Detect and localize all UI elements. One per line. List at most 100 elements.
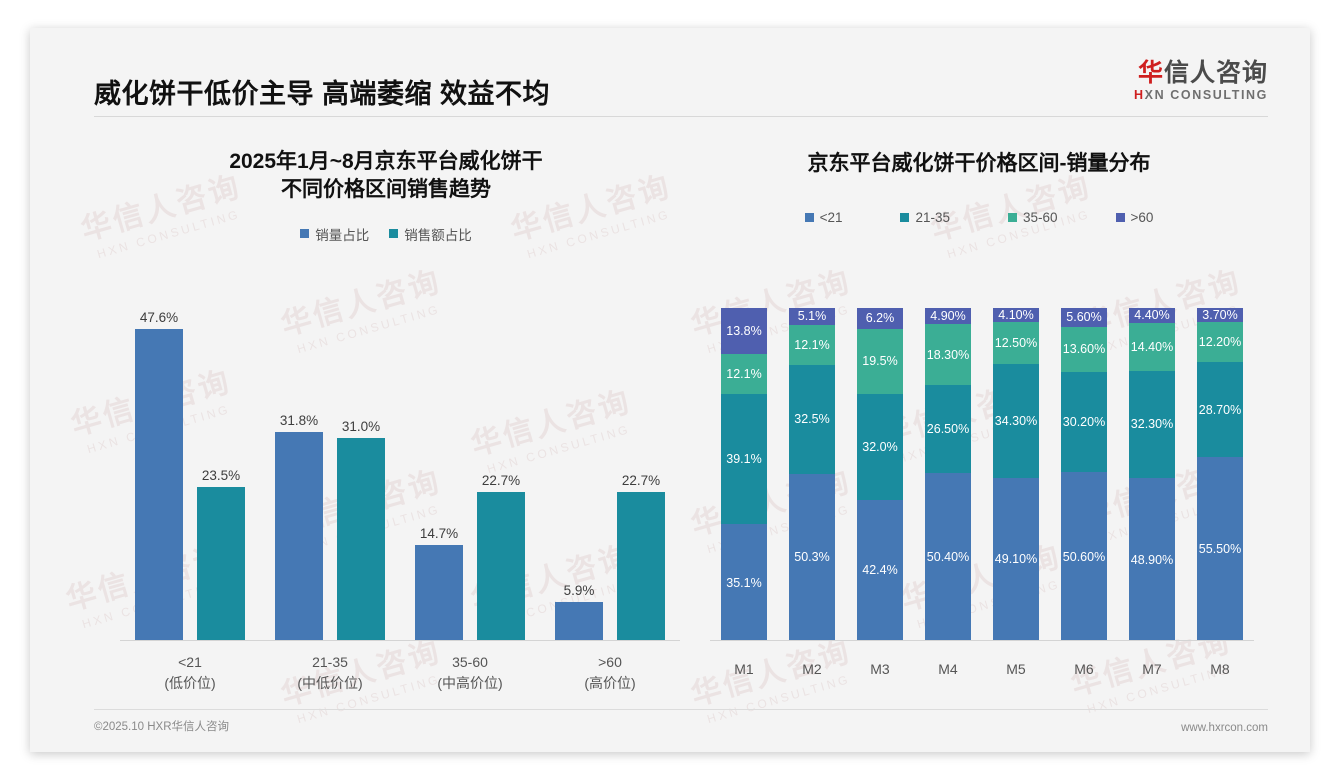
bar-rect[interactable] xyxy=(415,544,463,641)
stack-segment-<21-M8[interactable]: 55.50% xyxy=(1197,457,1243,641)
stack-segment-<21-M3[interactable]: 42.4% xyxy=(857,499,903,641)
stack-segment-35-60-M1[interactable]: 12.1% xyxy=(721,353,767,395)
stack-segment-35-60-M2[interactable]: 12.1% xyxy=(789,324,835,366)
legend-swatch-icon xyxy=(804,212,814,222)
legend-item->60[interactable]: >60 xyxy=(1115,209,1154,225)
legend-label: >60 xyxy=(1130,209,1154,225)
logo-english: HXN CONSULTING xyxy=(1134,88,1268,102)
legend-item-35-60[interactable]: 35-60 xyxy=(1008,210,1058,225)
stacked-bar-M3[interactable]: 6.2% 19.5% 32.0% 42.4% xyxy=(857,308,903,641)
logo-english-accent: H xyxy=(1134,88,1145,103)
bar-group-35-60: 14.7% 22.7% xyxy=(400,300,540,641)
bar-group-21-35: 31.8% 31.0% xyxy=(260,300,400,641)
right-chart-x-axis-labels: M1 M2 M3 M4 M5 M6 M7 M8 xyxy=(710,659,1254,679)
left-chart-legend: 销量占比 销售额占比 xyxy=(82,224,690,244)
bar-销量占比-21-35[interactable]: 31.8% xyxy=(275,300,323,641)
stack-segment-<21-M4[interactable]: 50.40% xyxy=(925,473,971,641)
stack-segment-21-35-M6[interactable]: 30.20% xyxy=(1061,371,1107,473)
bar-rect[interactable] xyxy=(135,328,183,641)
stacked-bar-M5[interactable]: 4.10% 12.50% 34.30% 49.10% xyxy=(993,308,1039,641)
stack-segment->60-M5[interactable]: 4.10% xyxy=(993,308,1039,322)
stacked-bar-M2[interactable]: 5.1% 12.1% 32.5% 50.3% xyxy=(789,308,835,641)
x-axis-label-range: 21-35 xyxy=(312,654,348,671)
x-axis-label->60: >60 (高价位) xyxy=(540,652,680,693)
stack-column-M5: 4.10% 12.50% 34.30% 49.10% xyxy=(982,308,1050,641)
stack-segment-35-60-M6[interactable]: 13.60% xyxy=(1061,326,1107,372)
stack-segment-21-35-M1[interactable]: 39.1% xyxy=(721,394,767,525)
stack-segment-35-60-M5[interactable]: 12.50% xyxy=(993,322,1039,364)
stack-segment-label: 19.5% xyxy=(862,354,898,369)
bar-rect[interactable] xyxy=(617,492,665,641)
legend-swatch-icon xyxy=(300,229,310,239)
bar-value-label: 5.9% xyxy=(563,583,595,599)
legend-item-<21[interactable]: <21 xyxy=(804,209,843,225)
bar-销售额占比->60[interactable]: 22.7% xyxy=(617,300,665,641)
footer-copyright: ©2025.10 HXR华信人咨询 xyxy=(94,721,230,733)
stack-segment->60-M3[interactable]: 6.2% xyxy=(857,308,903,329)
bar-rect[interactable] xyxy=(197,486,245,641)
stack-segment->60-M4[interactable]: 4.90% xyxy=(925,308,971,325)
stacked-bar-M8[interactable]: 3.70% 12.20% 28.70% 55.50% xyxy=(1197,308,1243,641)
stack-segment-21-35-M5[interactable]: 34.30% xyxy=(993,363,1039,478)
footer-website[interactable]: www.hxrcon.com xyxy=(1181,722,1268,734)
stack-segment-<21-M1[interactable]: 35.1% xyxy=(721,524,767,641)
right-chart-title: 京东平台威化饼干价格区间-销量分布 xyxy=(807,152,1151,175)
stack-segment-label: 50.40% xyxy=(926,550,970,565)
stack-column-M8: 3.70% 12.20% 28.70% 55.50% xyxy=(1186,308,1254,641)
bar-rect[interactable] xyxy=(337,437,385,641)
stacked-bar-M1[interactable]: 13.8% 12.1% 39.1% 35.1% xyxy=(721,308,767,641)
bar-销量占比-<21[interactable]: 47.6% xyxy=(135,300,183,641)
stack-segment->60-M6[interactable]: 5.60% xyxy=(1061,308,1107,327)
bar-销售额占比-21-35[interactable]: 31.0% xyxy=(337,300,385,641)
stack-segment->60-M8[interactable]: 3.70% xyxy=(1197,308,1243,322)
x-axis-label-M1: M1 xyxy=(734,660,754,677)
x-axis-label-range: 35-60 xyxy=(452,654,488,671)
stack-segment-21-35-M2[interactable]: 32.5% xyxy=(789,365,835,474)
stack-segment-21-35-M3[interactable]: 32.0% xyxy=(857,393,903,500)
stack-segment->60-M7[interactable]: 4.40% xyxy=(1129,308,1175,323)
bar-销售额占比-<21[interactable]: 23.5% xyxy=(197,300,245,641)
right-chart-stacked-bars: 13.8% 12.1% 39.1% 35.1% 5.1% 12.1% 32.5% 50.3% 6… xyxy=(710,308,1254,642)
bar-rect[interactable] xyxy=(275,432,323,641)
bar-销售额占比-35-60[interactable]: 22.7% xyxy=(477,300,525,641)
stack-column-M3: 6.2% 19.5% 32.0% 42.4% xyxy=(846,308,914,641)
stack-segment-21-35-M8[interactable]: 28.70% xyxy=(1197,362,1243,458)
logo-chinese-rest: 信人咨询 xyxy=(1163,59,1268,87)
stack-segment-35-60-M7[interactable]: 14.40% xyxy=(1129,322,1175,371)
bar-rect[interactable] xyxy=(555,602,603,641)
legend-item-销售额占比[interactable]: 销售额占比 xyxy=(389,224,472,244)
stack-segment-label: 12.50% xyxy=(994,335,1038,350)
stack-segment-label: 35.1% xyxy=(726,575,762,590)
stack-segment-label: 26.50% xyxy=(926,422,970,437)
stack-segment-<21-M7[interactable]: 48.90% xyxy=(1129,478,1175,642)
stack-segment-<21-M6[interactable]: 50.60% xyxy=(1061,472,1107,641)
stack-segment-label: 32.0% xyxy=(862,439,898,454)
bar-value-label: 22.7% xyxy=(621,473,661,489)
stack-segment-21-35-M7[interactable]: 32.30% xyxy=(1129,370,1175,479)
stack-segment-<21-M2[interactable]: 50.3% xyxy=(789,473,835,641)
stack-segment-21-35-M4[interactable]: 26.50% xyxy=(925,385,971,474)
stack-segment->60-M1[interactable]: 13.8% xyxy=(721,308,767,354)
stack-segment-35-60-M8[interactable]: 12.20% xyxy=(1197,322,1243,363)
stacked-bar-M7[interactable]: 4.40% 14.40% 32.30% 48.90% xyxy=(1129,308,1175,642)
stack-segment-label: 49.10% xyxy=(994,552,1038,567)
legend-item-销量占比[interactable]: 销量占比 xyxy=(300,224,369,244)
right-chart-axis xyxy=(710,640,1254,641)
stack-segment-35-60-M3[interactable]: 19.5% xyxy=(857,328,903,394)
bar-销量占比->60[interactable]: 5.9% xyxy=(555,300,603,641)
legend-label: <21 xyxy=(819,209,843,225)
stack-segment-35-60-M4[interactable]: 18.30% xyxy=(925,324,971,386)
x-axis-label-M3: M3 xyxy=(870,660,890,677)
stack-segment-label: 14.40% xyxy=(1130,339,1174,354)
stacked-bar-M4[interactable]: 4.90% 18.30% 26.50% 50.40% xyxy=(925,308,971,641)
legend-item-21-35[interactable]: 21-35 xyxy=(900,210,950,225)
legend-label: 35-60 xyxy=(1023,209,1058,225)
bar-rect[interactable] xyxy=(477,492,525,641)
stacked-bar-M6[interactable]: 5.60% 13.60% 30.20% 50.60% xyxy=(1061,308,1107,641)
bar-销量占比-35-60[interactable]: 14.7% xyxy=(415,300,463,641)
stack-segment-label: 6.2% xyxy=(865,311,895,326)
stack-segment-<21-M5[interactable]: 49.10% xyxy=(993,477,1039,641)
legend-label: 销量占比 xyxy=(315,227,370,243)
stack-segment-label: 12.1% xyxy=(726,367,762,382)
stack-segment->60-M2[interactable]: 5.1% xyxy=(789,308,835,325)
